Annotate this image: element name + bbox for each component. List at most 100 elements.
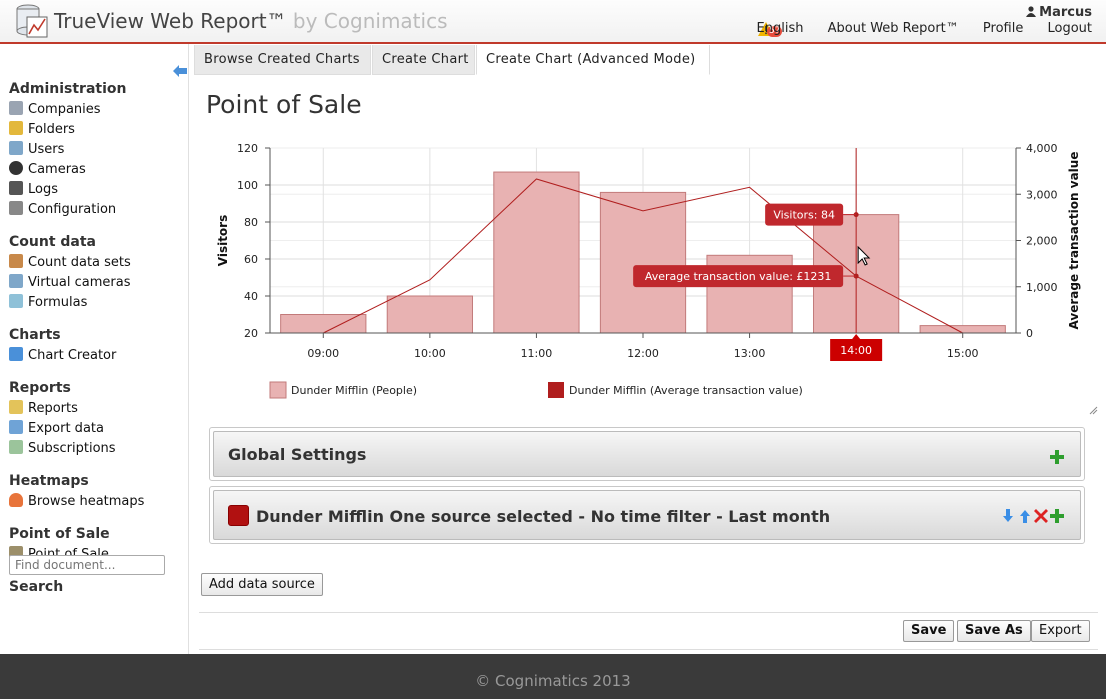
footer: © Cognimatics 2013 bbox=[0, 654, 1106, 699]
x-tick-label: 11:00 bbox=[521, 347, 553, 360]
nav-profile[interactable]: Profile bbox=[982, 21, 1024, 36]
virtual-camera-icon bbox=[9, 274, 23, 288]
legend-label-people: Dunder Mifflin (People) bbox=[291, 384, 417, 397]
sidebar-item-cameras[interactable]: Cameras bbox=[9, 161, 86, 177]
data-source-title: Dunder Mifflin One source selected - No … bbox=[256, 507, 831, 526]
alert-indicator[interactable]: 57 bbox=[758, 22, 783, 38]
y-axis-title: Visitors bbox=[216, 215, 230, 267]
chart-icon bbox=[9, 347, 23, 361]
sidebar-section-search: Search bbox=[9, 579, 64, 595]
nav-english[interactable]: English bbox=[756, 21, 804, 36]
tab-create-chart[interactable]: Create Chart bbox=[372, 45, 475, 75]
sidebar-section-reports: Reports bbox=[9, 380, 71, 396]
move-up-icon[interactable] bbox=[1019, 509, 1031, 523]
y2-axis-title: Average transaction value bbox=[1067, 152, 1081, 330]
sidebar-item-browse-heatmaps[interactable]: Browse heatmaps bbox=[9, 493, 144, 509]
x-highlight-badge bbox=[830, 339, 883, 361]
global-settings-title: Global Settings bbox=[228, 445, 367, 464]
tooltip-atv-text: Average transaction value: £1231 bbox=[645, 270, 832, 283]
chart-bar bbox=[386, 295, 473, 334]
tab-browse-created-charts[interactable]: Browse Created Charts bbox=[194, 45, 371, 75]
resize-grip-icon[interactable] bbox=[1088, 405, 1098, 415]
sidebar-item-logs[interactable]: Logs bbox=[9, 181, 58, 197]
alert-count-badge: 57 bbox=[767, 26, 783, 37]
sidebar-section-administration: Administration bbox=[9, 81, 127, 97]
export-button[interactable]: Export bbox=[1031, 620, 1090, 642]
mail-icon bbox=[9, 440, 23, 454]
sidebar-item-subscriptions[interactable]: Subscriptions bbox=[9, 440, 116, 456]
chart-bar bbox=[493, 171, 580, 334]
search-input[interactable] bbox=[9, 555, 165, 575]
tooltip-visitors-text: Visitors: 84 bbox=[773, 209, 835, 222]
sidebar-item-label: Users bbox=[28, 142, 65, 157]
y-tick-label: 100 bbox=[237, 179, 258, 192]
sidebar-item-export-data[interactable]: Export data bbox=[9, 420, 104, 436]
sidebar-item-count-data-sets[interactable]: Count data sets bbox=[9, 254, 131, 270]
y-tick-label: 60 bbox=[244, 253, 258, 266]
sidebar-item-label: Configuration bbox=[28, 202, 117, 217]
sidebar-item-label: Subscriptions bbox=[28, 441, 116, 456]
plus-icon[interactable] bbox=[1050, 450, 1064, 464]
sidebar-item-configuration[interactable]: Configuration bbox=[9, 201, 116, 217]
config-icon bbox=[9, 201, 23, 215]
sidebar-item-virtual-cameras[interactable]: Virtual cameras bbox=[9, 274, 130, 290]
sidebar: Administration Companies Folders Users C… bbox=[0, 44, 189, 654]
legend-swatch-people bbox=[269, 381, 287, 399]
y2-tick-label: 3,000 bbox=[1026, 188, 1058, 201]
sidebar-item-label: Export data bbox=[28, 421, 104, 436]
app-title: TrueView Web Report™ by Cognimatics bbox=[54, 9, 448, 33]
sidebar-item-chart-creator[interactable]: Chart Creator bbox=[9, 347, 116, 363]
log-icon bbox=[9, 181, 23, 195]
save-as-button[interactable]: Save As bbox=[957, 620, 1031, 642]
collapse-sidebar-icon[interactable] bbox=[172, 64, 188, 78]
save-button[interactable]: Save bbox=[903, 620, 955, 642]
move-down-icon[interactable] bbox=[1002, 509, 1014, 523]
x-tick-label: 15:00 bbox=[947, 347, 979, 360]
sidebar-section-count-data: Count data bbox=[9, 234, 97, 250]
sidebar-item-companies[interactable]: Companies bbox=[9, 101, 101, 117]
chart-bar bbox=[919, 325, 1006, 334]
sidebar-item-label: Companies bbox=[28, 102, 101, 117]
tooltip-visitors bbox=[765, 203, 844, 226]
global-settings-panel[interactable]: Global Settings bbox=[209, 427, 1085, 481]
database-chart-logo-icon bbox=[16, 4, 48, 38]
sidebar-item-users[interactable]: Users bbox=[9, 141, 64, 157]
source-color-swatch[interactable] bbox=[228, 505, 249, 526]
y-tick-label: 120 bbox=[237, 142, 258, 155]
nav-about[interactable]: About Web Report™ bbox=[827, 21, 959, 36]
add-data-source-button[interactable]: Add data source bbox=[201, 573, 323, 596]
mouse-cursor-icon bbox=[857, 245, 871, 266]
chart: 120 100 80 60 40 20 4,000 3,000 2,000 1,000 0 09:00… bbox=[216, 142, 1081, 399]
page-title: Point of Sale bbox=[206, 90, 362, 119]
sidebar-item-folders[interactable]: Folders bbox=[9, 121, 75, 137]
x-highlight-pointer bbox=[852, 334, 861, 339]
delete-icon[interactable] bbox=[1034, 509, 1048, 523]
sidebar-section-heatmaps: Heatmaps bbox=[9, 473, 89, 489]
x-tick-label: 13:00 bbox=[734, 347, 766, 360]
sidebar-item-label: Folders bbox=[28, 122, 75, 137]
data-source-panel[interactable]: Dunder Mifflin One source selected - No … bbox=[209, 486, 1085, 544]
plus-icon[interactable] bbox=[1050, 509, 1064, 523]
app-byline: by Cognimatics bbox=[292, 9, 448, 33]
user-label: Marcus bbox=[1026, 5, 1092, 20]
sidebar-item-label: Reports bbox=[28, 401, 78, 416]
nav-logout[interactable]: Logout bbox=[1047, 21, 1092, 36]
export-icon bbox=[9, 420, 23, 434]
y2-tick-label: 1,000 bbox=[1026, 281, 1058, 294]
y2-tick-label: 2,000 bbox=[1026, 235, 1058, 248]
y2-tick-label: 4,000 bbox=[1026, 142, 1058, 155]
top-nav: English About Web Report™ Profile Logout bbox=[737, 21, 1092, 36]
sidebar-item-label: Logs bbox=[28, 182, 58, 197]
sidebar-item-label: Count data sets bbox=[28, 255, 131, 270]
users-icon bbox=[9, 141, 23, 155]
sidebar-item-label: Formulas bbox=[28, 295, 88, 310]
sidebar-item-formulas[interactable]: Formulas bbox=[9, 294, 87, 310]
sidebar-item-reports[interactable]: Reports bbox=[9, 400, 78, 416]
user-icon bbox=[1026, 6, 1037, 17]
action-bar bbox=[199, 612, 1098, 650]
x-tick-label: 10:00 bbox=[414, 347, 446, 360]
x-tick-label: 12:00 bbox=[627, 347, 659, 360]
sidebar-section-point-of-sale: Point of Sale bbox=[9, 526, 110, 542]
building-icon bbox=[9, 101, 23, 115]
tab-create-chart-advanced[interactable]: Create Chart (Advanced Mode) bbox=[476, 45, 710, 75]
